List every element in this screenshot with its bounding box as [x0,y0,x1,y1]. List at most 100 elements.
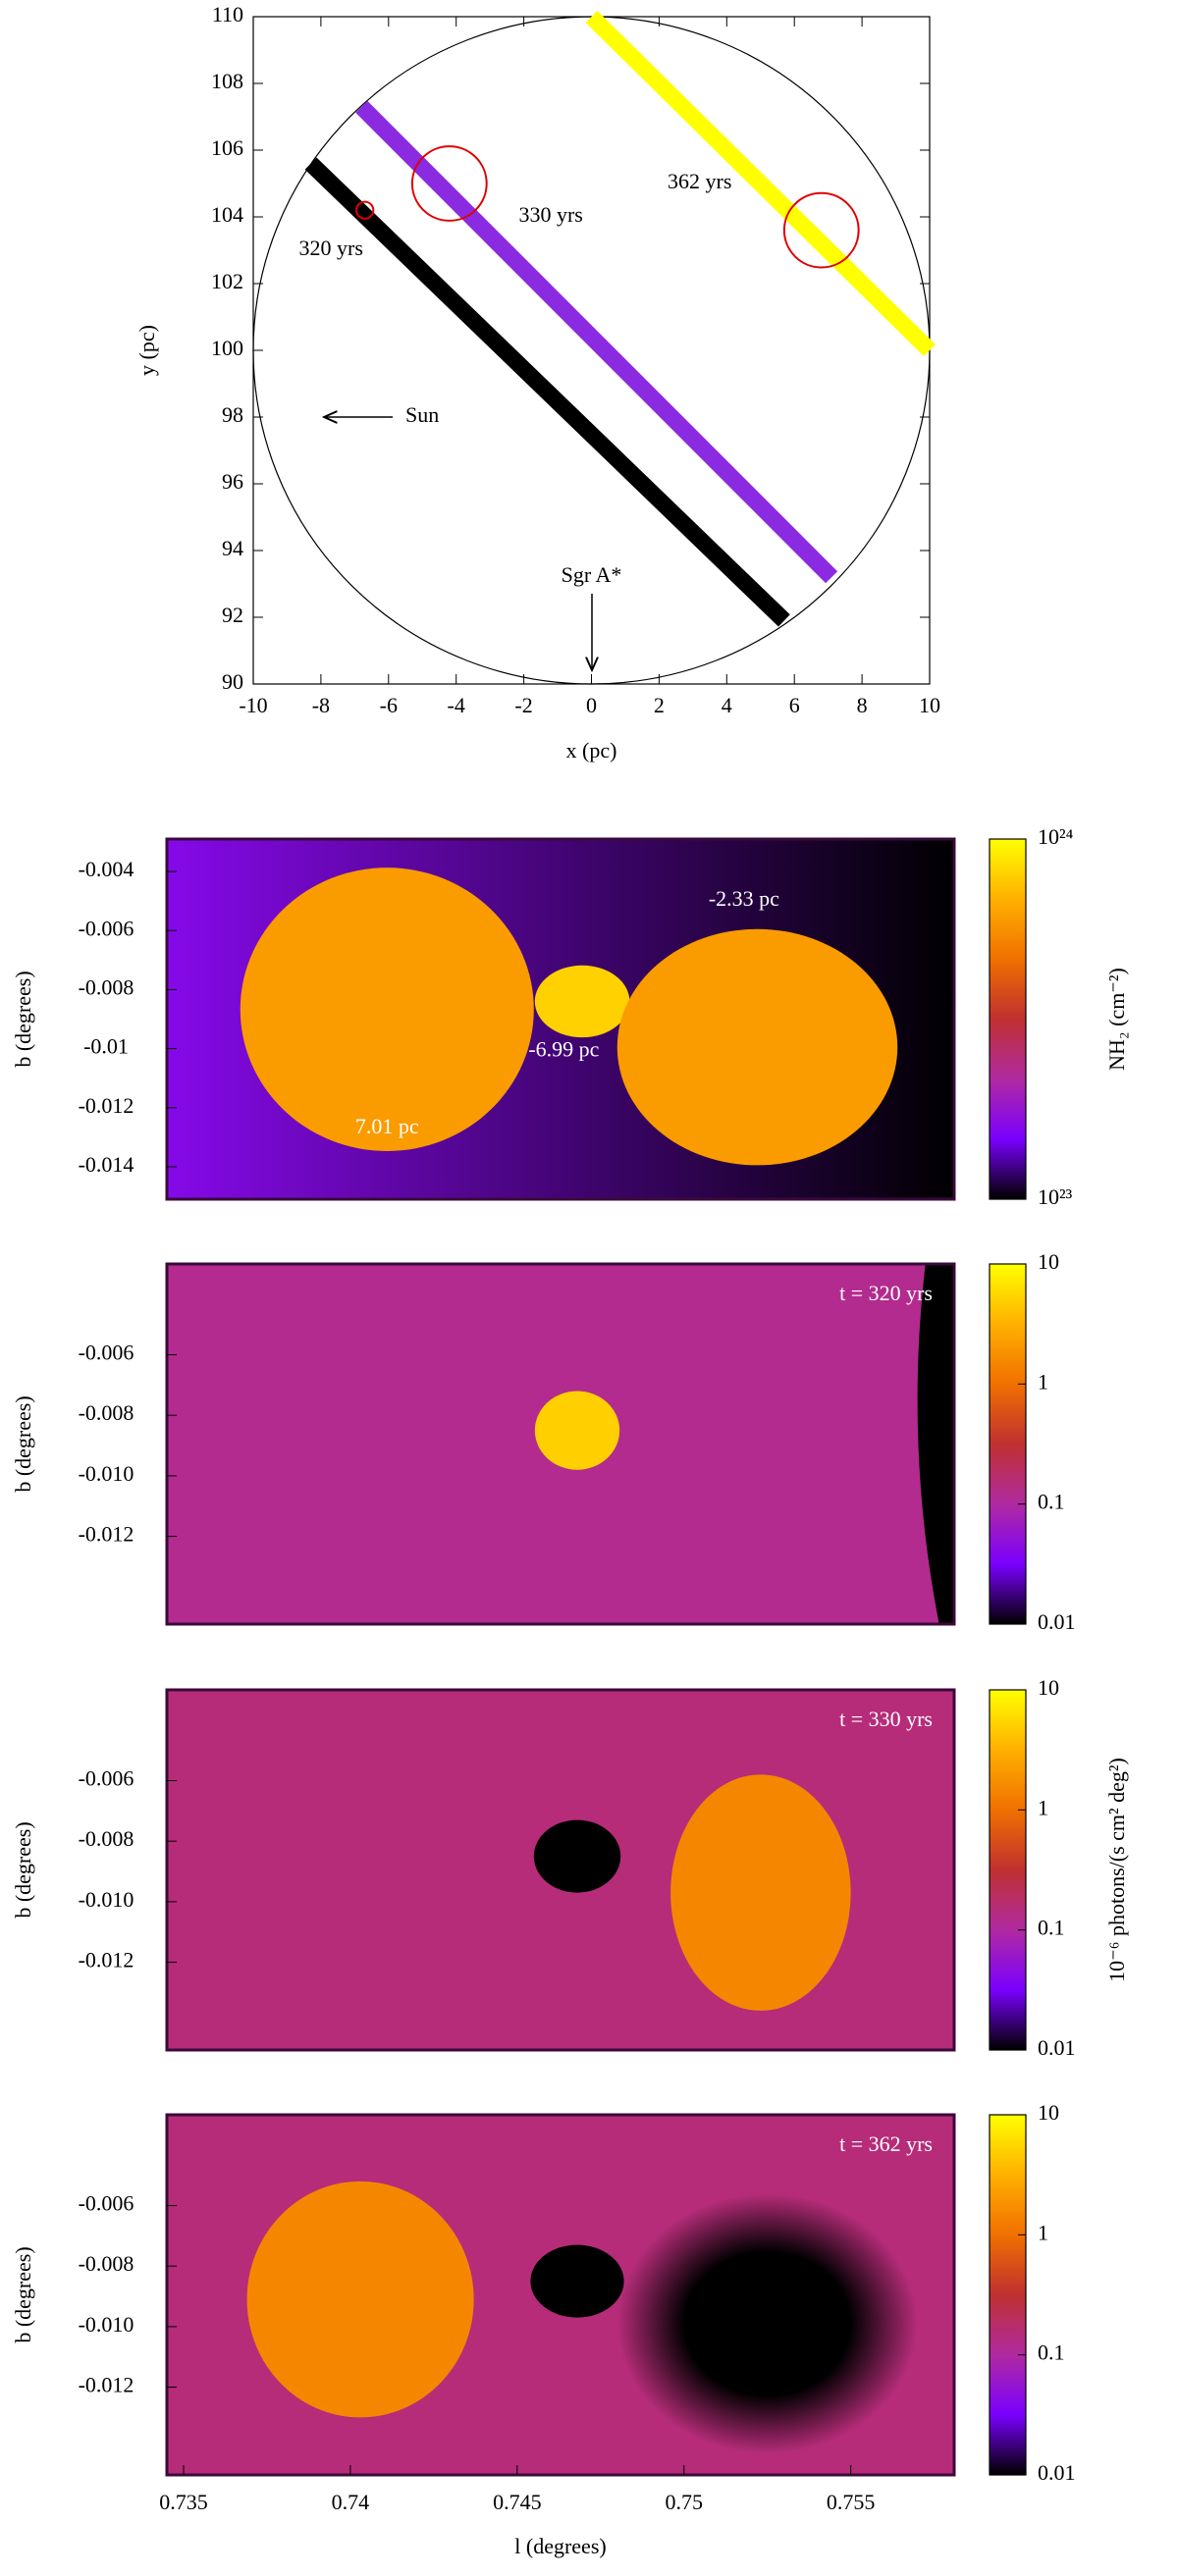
colorbar-tick-label: 0.1 [1038,1490,1065,1514]
y-tick-label: -0.006 [79,1341,134,1365]
band [355,100,838,584]
colorbar-tick-label: 1 [1038,1369,1048,1393]
x-tick-label: -8 [312,693,330,717]
x-tick-label: 0.735 [159,2490,208,2514]
x-tick-label: -2 [514,693,532,717]
blob [616,928,898,1166]
y-tick-label: 110 [212,2,243,26]
annotation: 330 yrs [518,202,582,227]
heatmap-area [167,1690,954,2050]
colorbar [989,2114,1027,2476]
x-axis-label: l (degrees) [514,2534,606,2558]
region-marker [782,191,860,269]
y-tick-label: -0.014 [79,1152,134,1177]
heatmap-area [167,1264,954,1624]
colorbar-tick-label: 0.1 [1038,2340,1065,2365]
x-tick-label: 0.74 [332,2490,370,2514]
x-tick-label: 0.745 [493,2490,542,2514]
colorbar-tick-label: 10 [1038,2100,1059,2125]
colorbar-tick-label: 1 [1038,1795,1048,1819]
plot-frame [165,1262,956,1626]
y-tick-label: -0.010 [79,1461,134,1486]
x-tick-label: -10 [239,693,267,717]
colorbar-tick-label: 10²⁴ [1038,824,1074,849]
annotation: 320 yrs [299,236,363,260]
x-tick-label: 8 [857,693,868,717]
y-tick-label: 96 [222,469,243,494]
y-tick-label: 108 [211,69,243,93]
y-tick-label: -0.012 [79,1948,134,1972]
blob [246,2181,474,2418]
y-tick-label: 98 [222,402,243,427]
colorbar-tick-label: 0.01 [1038,2035,1076,2060]
y-tick-label: 106 [211,135,243,160]
y-tick-label: -0.008 [79,1826,134,1851]
y-axis-label: b (degrees) [11,1821,35,1918]
y-tick-label: 104 [211,202,243,227]
x-tick-label: 0.755 [827,2490,876,2514]
annotation: 362 yrs [668,169,731,193]
y-tick-label: 102 [211,269,243,293]
band [304,157,790,627]
annotation: 7.01 pc [355,1114,419,1138]
colorbar-label: NH₂ (cm⁻²) [1104,968,1129,1071]
blob [616,2193,918,2454]
plot-frame [165,2113,956,2477]
heatmap-area [167,2115,954,2475]
x-tick-label: 10 [919,693,940,717]
band [585,10,936,357]
blob [530,2244,624,2318]
y-tick-label: -0.008 [79,974,134,999]
y-tick-label: -0.008 [79,2251,134,2276]
heatmap-area [167,839,954,1199]
y-tick-label: 90 [222,669,243,694]
colorbar [989,1263,1027,1625]
region-marker [355,200,375,220]
y-tick-label: -0.006 [79,1766,134,1791]
region-marker [410,145,488,222]
y-tick-label: -0.006 [79,916,134,940]
x-tick-label: 4 [722,693,732,717]
blob [917,1264,954,1624]
x-tick-label: -6 [380,693,398,717]
colorbar-tick-label: 0.01 [1038,1609,1076,1634]
blob [534,965,630,1038]
y-tick-label: -0.008 [79,1400,134,1425]
y-tick-label: 94 [222,536,243,560]
y-tick-label: -0.012 [79,2373,134,2397]
blob [533,1819,621,1893]
y-tick-label: -0.010 [79,2312,134,2337]
colorbar-tick-label: 10²³ [1038,1184,1073,1209]
x-tick-label: 2 [654,693,665,717]
colorbar [989,1689,1027,2051]
colorbar-tick-label: 0.1 [1038,1916,1065,1940]
y-tick-label: -0.01 [83,1034,129,1059]
y-axis-label: b (degrees) [11,1395,35,1492]
y-tick-label: -0.012 [79,1522,134,1547]
y-tick-label: -0.012 [79,1093,134,1118]
colorbar-tick-label: 10 [1038,1249,1059,1274]
colorbar [989,838,1027,1200]
blob [534,1391,620,1470]
x-tick-label: 6 [789,693,800,717]
plot-frame [165,1688,956,2052]
y-axis-label: b (degrees) [11,971,35,1067]
x-tick-label: -4 [448,693,465,717]
y-tick-label: 100 [211,336,243,360]
y-axis-label: b (degrees) [11,2246,35,2342]
panel-title: t = 320 yrs [839,1281,933,1305]
annotation: Sun [405,402,439,427]
blob [240,867,534,1151]
annotation: Sgr A* [562,562,622,587]
annotation: -6.99 pc [528,1037,599,1062]
x-tick-label: 0.75 [665,2490,703,2514]
annotation: -2.33 pc [709,886,779,911]
plot-frame [165,837,956,1201]
panel-title: t = 330 yrs [839,1707,933,1731]
x-axis-label: x (pc) [566,738,617,762]
y-tick-label: -0.006 [79,2191,134,2216]
colorbar-tick-label: 10 [1038,1675,1059,1700]
y-tick-label: 92 [222,603,243,627]
blob [670,1774,851,2011]
